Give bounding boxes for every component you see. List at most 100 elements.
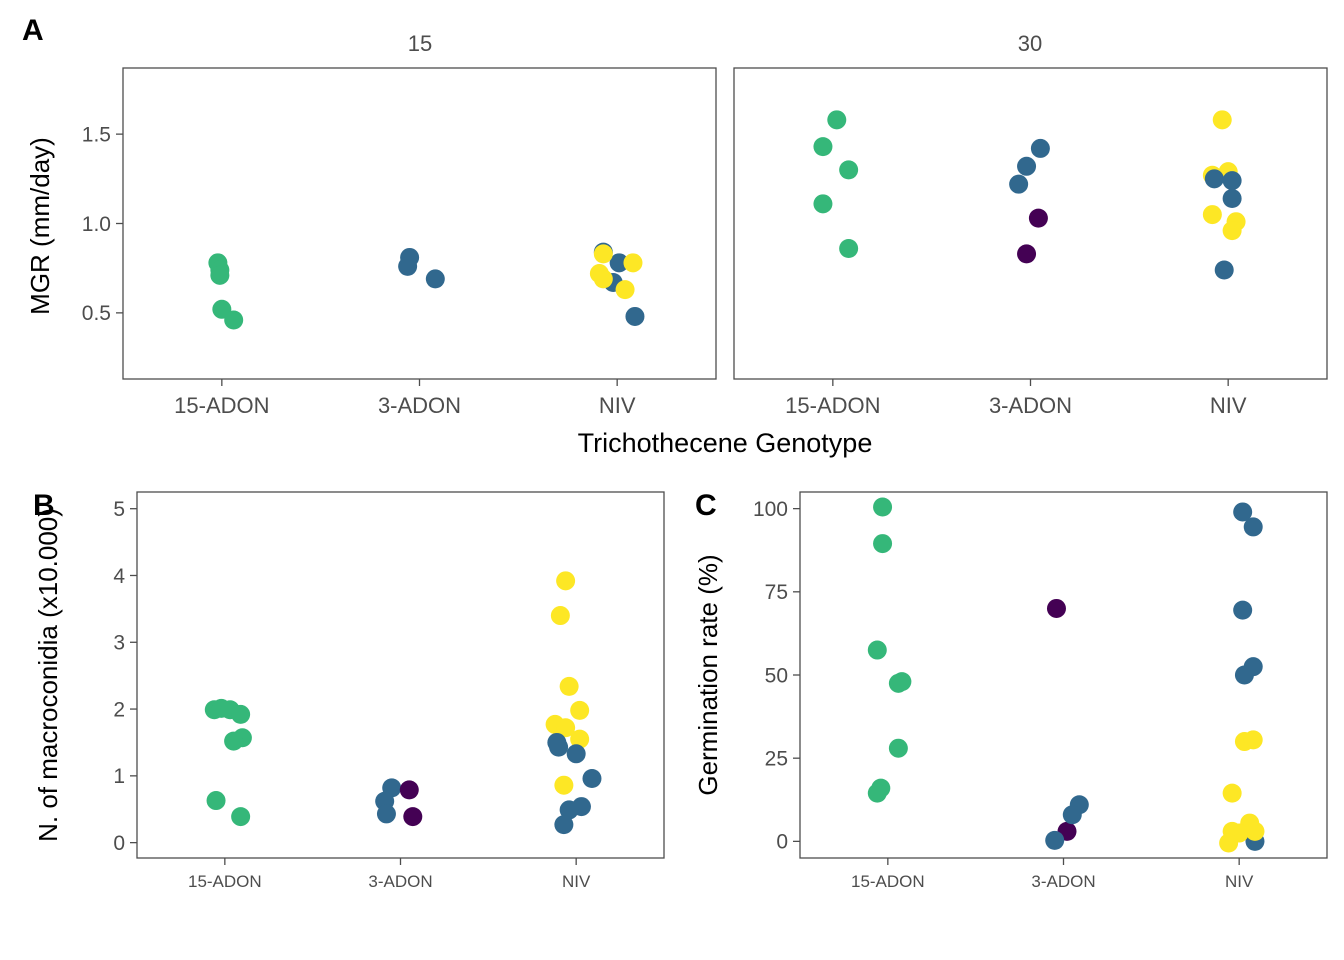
panel-c-point-niv <box>1219 833 1239 853</box>
panel-a-30-x-tick-label: 3-ADON <box>989 393 1072 418</box>
panel-b-point-3-adon <box>566 744 586 764</box>
panel-a-15-point-niv <box>623 253 643 273</box>
panel-a-y-axis: 0.5 1.0 1.5 <box>82 123 123 325</box>
panel-a-30-point-3-adon <box>1204 169 1224 189</box>
panel-c-point-15-adon <box>873 534 893 554</box>
panel-a-30-x-tick-label: 15-ADON <box>785 393 880 418</box>
panel-a-30-point-3-adon <box>1009 174 1029 194</box>
panel-b-point-niv <box>554 775 574 795</box>
panel-c-y-tick-label: 50 <box>765 664 788 687</box>
panel-b-point-3-adon <box>582 769 602 789</box>
panel-b-y-tick-label: 0 <box>113 832 125 855</box>
panel-b-y-tick-label: 5 <box>113 498 125 521</box>
panel-a-30-point-3-adon <box>1017 156 1037 176</box>
panel-tag-a: A <box>22 14 44 47</box>
panel-c-point-3-adon <box>1234 665 1254 685</box>
panel-a-15-point-3-adon <box>609 253 629 273</box>
panel-a-30-point-niv <box>1202 205 1222 225</box>
panel-c-y-tick-label: 100 <box>753 498 788 521</box>
panel-a-30-point-15-adon <box>827 110 847 130</box>
panel-c-points <box>867 497 1265 853</box>
panel-a-15-point-niv <box>593 269 613 289</box>
panel-c-point-15-adon <box>867 640 887 660</box>
panel-b-point-other <box>403 807 423 827</box>
panel-b-x-tick-label: 3-ADON <box>368 872 432 891</box>
panel-c-point-15-adon <box>867 783 887 803</box>
panel-b-point-3-adon <box>554 815 574 835</box>
panel-b-y-tick-label: 4 <box>113 565 125 588</box>
panel-a-30-point-15-adon <box>813 194 833 214</box>
panel-b-y-axis: 0 1 2 3 4 5 <box>113 498 137 855</box>
panel-a-30-point-15-adon <box>839 160 859 180</box>
panel-c-y-axis: 0 25 50 75 100 <box>753 498 800 854</box>
panel-tag-c: C <box>695 489 717 522</box>
panel-b-y-tick-label: 2 <box>113 698 125 721</box>
panel-a-30-x-tick-label: NIV <box>1210 393 1247 418</box>
panel-b-point-niv <box>556 571 576 591</box>
panel-b-point-3-adon <box>549 737 569 757</box>
panel-b-point-15-adon <box>224 731 244 751</box>
panel-c-point-niv <box>1222 783 1242 803</box>
panel-a-y-tick-label: 0.5 <box>82 302 111 325</box>
panel-c-y-tick-label: 75 <box>765 581 788 604</box>
panel-c-x-axis: 15-ADON 3-ADON NIV <box>851 858 1254 891</box>
panel-c-y-tick-label: 0 <box>776 831 788 854</box>
panel-a-y-tick-label: 1.5 <box>82 123 111 146</box>
panel-c-y-axis-title: Germination rate (%) <box>693 554 723 795</box>
facet-label-15: 15 <box>408 31 432 56</box>
panel-b-point-3-adon <box>559 800 579 820</box>
panel-b-x-tick-label: NIV <box>562 872 591 891</box>
panel-c-point-3-adon <box>1045 830 1065 850</box>
panel-a-y-axis-title: MGR (mm/day) <box>25 137 55 315</box>
panel-c-point-3-adon <box>1233 600 1253 620</box>
panel-a-30-point-3-adon <box>1222 171 1242 191</box>
panel-c-x-tick-label: 15-ADON <box>851 872 925 891</box>
panel-b-points <box>204 571 602 835</box>
panel-a-15-point-3-adon <box>425 269 445 289</box>
panel-a-15-point-15-adon <box>224 310 244 330</box>
panel-a-15-point-3-adon <box>398 256 418 276</box>
panel-a-15-x-tick-label: 3-ADON <box>378 393 461 418</box>
panel-a-15-x-tick-label: 15-ADON <box>174 393 269 418</box>
panel-c-point-niv <box>1245 821 1265 841</box>
panel-a-15-point-15-adon <box>210 265 230 285</box>
panel-a-30-point-3-adon <box>1030 138 1050 158</box>
panel-a-30-point-15-adon <box>813 137 833 157</box>
panel-c-point-niv <box>1243 730 1263 750</box>
panel-b-y-tick-label: 1 <box>113 765 125 788</box>
panel-a-30-point-3-adon <box>1222 188 1242 208</box>
panel-c-y-tick-label: 25 <box>765 748 788 771</box>
panel-b-point-15-adon <box>231 704 251 724</box>
panel-c-point-15-adon <box>873 497 893 517</box>
panel-b-y-tick-label: 3 <box>113 632 125 655</box>
panel-c-x-tick-label: 3-ADON <box>1031 872 1095 891</box>
panel-a-30-point-niv <box>1212 110 1232 130</box>
panel-b-point-other <box>399 780 419 800</box>
panel-c-x-tick-label: NIV <box>1225 872 1254 891</box>
panel-c-point-3-adon <box>1062 805 1082 825</box>
panel-b-point-niv <box>570 729 590 749</box>
panel-b-x-tick-label: 15-ADON <box>188 872 262 891</box>
panel-b-point-niv <box>550 606 570 626</box>
panel-a-x-axis: 15-ADON 3-ADON NIV 15-ADON 3-ADON NIV <box>174 379 1247 418</box>
panel-b-point-3-adon <box>376 804 396 824</box>
panel-b-point-niv <box>556 718 576 738</box>
panel-a-30-point-other <box>1028 208 1048 228</box>
panel-a-15-point-3-adon <box>625 306 645 326</box>
panel-a-15-point-niv <box>593 244 613 264</box>
panel-b-point-niv <box>570 700 590 720</box>
panel-a-y-tick-label: 1.0 <box>82 213 111 236</box>
panel-b-point-15-adon <box>206 791 226 811</box>
panel-c-point-other <box>1046 598 1066 618</box>
panel-a-x-axis-title: Trichothecene Genotype <box>578 428 873 458</box>
panel-b-y-axis-title: N. of macroconidia (x10.000) <box>33 508 63 842</box>
panel-b-x-axis: 15-ADON 3-ADON NIV <box>188 858 591 891</box>
panel-c-point-15-adon <box>888 738 908 758</box>
panel-a-30-point-other <box>1017 244 1037 264</box>
panel-b-point-niv <box>559 676 579 696</box>
panel-a-30-point-15-adon <box>839 239 859 259</box>
panel-c-point-15-adon <box>892 672 912 692</box>
panel-c-point-3-adon <box>1233 502 1253 522</box>
